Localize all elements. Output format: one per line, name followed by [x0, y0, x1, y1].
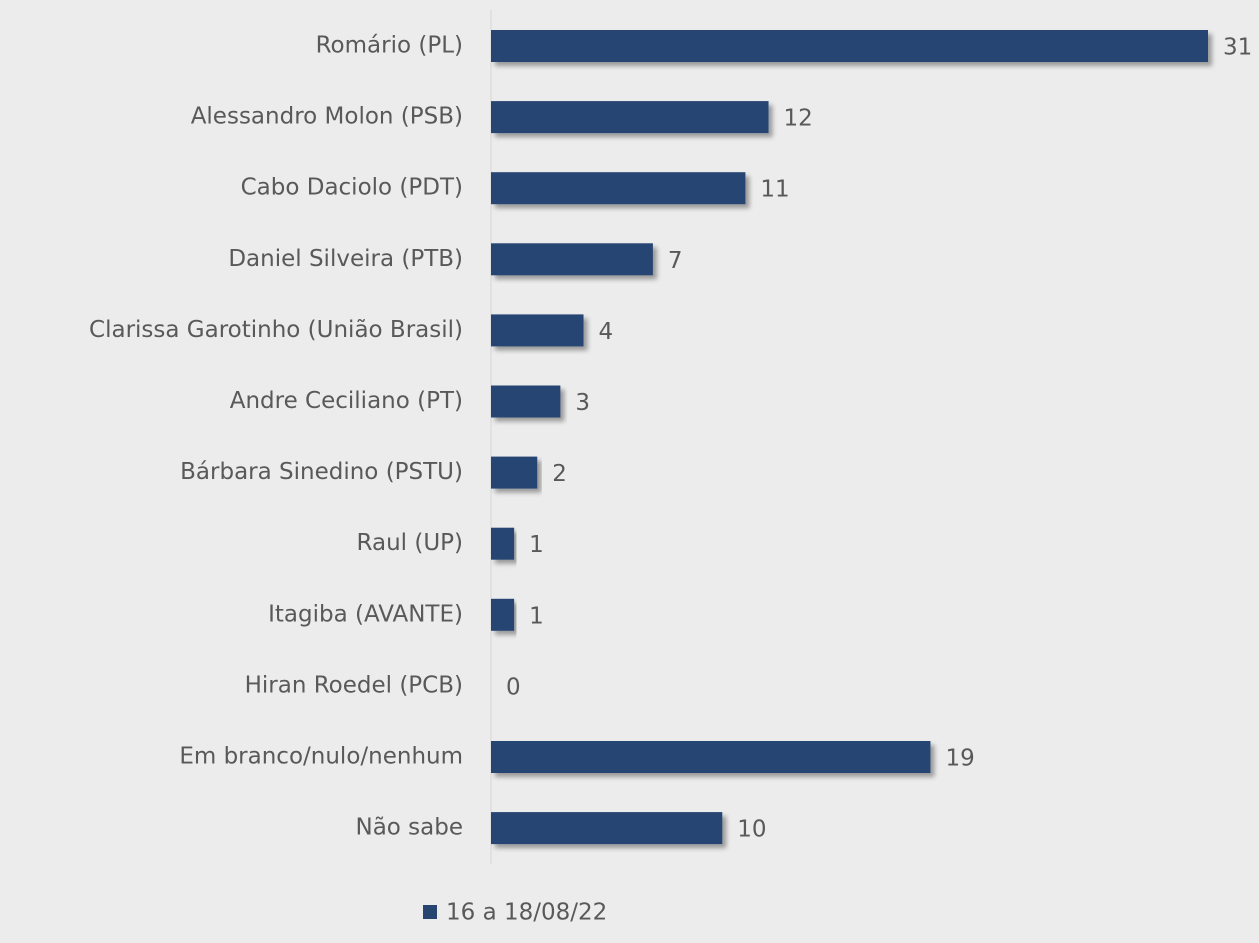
bar — [491, 314, 584, 347]
bar — [491, 741, 931, 773]
legend-label: 16 a 18/08/22 — [446, 900, 607, 926]
bar — [491, 385, 561, 418]
y-tick-label: Clarissa Garotinho (União Brasil) — [89, 317, 463, 343]
bar — [491, 101, 769, 134]
bar — [491, 456, 538, 489]
legend-swatch — [423, 905, 437, 919]
data-label: 2 — [552, 461, 567, 487]
data-label: 0 — [506, 674, 521, 700]
y-tick-label: Cabo Daciolo (PDT) — [241, 175, 463, 201]
y-tick-label: Itagiba (AVANTE) — [268, 601, 463, 627]
data-label: 3 — [575, 390, 590, 416]
bar — [491, 598, 515, 631]
data-label: 11 — [760, 177, 789, 203]
bar — [491, 243, 653, 276]
bar — [491, 812, 723, 845]
y-tick-label: Raul (UP) — [357, 530, 464, 556]
bar — [491, 172, 746, 205]
data-label: 1 — [529, 603, 544, 629]
y-tick-label: Andre Ceciliano (PT) — [230, 388, 463, 414]
y-tick-label: Daniel Silveira (PTB) — [228, 246, 463, 272]
y-tick-label: Alessandro Molon (PSB) — [191, 104, 463, 130]
data-label: 7 — [668, 248, 683, 274]
data-label: 10 — [737, 817, 766, 843]
y-tick-label: Bárbara Sinedino (PSTU) — [180, 459, 463, 485]
data-label: 19 — [945, 746, 974, 772]
data-label: 31 — [1223, 35, 1252, 61]
data-label: 12 — [784, 106, 813, 132]
bar — [491, 527, 515, 560]
data-label: 4 — [599, 319, 614, 345]
y-tick-label: Hiran Roedel (PCB) — [245, 672, 463, 698]
bar — [491, 30, 1208, 62]
y-tick-label: Em branco/nulo/nenhum — [179, 744, 463, 770]
y-tick-label: Não sabe — [355, 815, 463, 841]
y-tick-label: Romário (PL) — [316, 33, 463, 59]
data-label: 1 — [529, 532, 544, 558]
